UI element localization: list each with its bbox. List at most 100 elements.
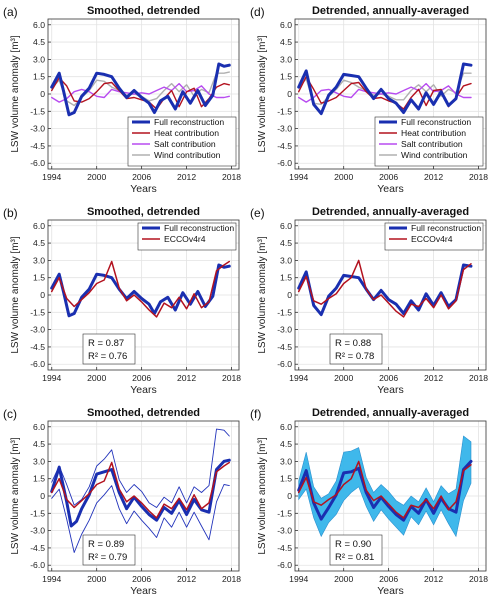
x-tick-label: 2012 [424,574,443,584]
panel-title: Smoothed, detrended [87,5,200,17]
y-tick-label: 4.5 [280,37,292,47]
y-tick-label: -1.5 [277,508,292,518]
panel-letter: (c) [3,407,17,421]
legend-label: ECCOv4r4 [164,234,206,244]
legend-label: Wind contribution [154,150,221,160]
y-tick-label: 0 [287,89,292,99]
x-tick-label: 1994 [289,574,308,584]
legend-label: Full reconstruction [411,223,481,233]
x-tick-label: 2006 [132,574,151,584]
panel-e: -6.0 -4.5 -3.0 -1.5 0 1.5 3.0 4.5 6.0 1994 2000 200… [250,206,488,396]
y-tick-label: 0 [287,491,292,501]
panel-letter: (f) [250,407,261,421]
y-tick-label: 3.0 [33,255,45,265]
x-tick-label: 2006 [132,373,151,383]
y-tick-label: 3.0 [33,54,45,64]
series-line-thin [51,428,230,508]
x-tick-label: 2006 [379,574,398,584]
y-tick-label: 6.0 [33,422,45,432]
y-tick-label: 6.0 [280,20,292,30]
y-tick-label: -1.5 [30,106,45,116]
panel-letter: (e) [250,206,265,220]
legend-label: Salt contribution [401,139,463,149]
x-axis-label: Years [130,384,156,396]
panel-b: -6.0 -4.5 -3.0 -1.5 0 1.5 3.0 4.5 6.0 1994 2000 200… [3,206,241,396]
y-tick-label: 3.0 [33,456,45,466]
series-line-ecco [50,461,231,519]
y-tick-label: 0 [40,290,45,300]
y-tick-label: 6.0 [280,221,292,231]
y-tick-label: 0 [287,290,292,300]
x-tick-label: 1994 [42,373,61,383]
x-tick-label: 1994 [289,373,308,383]
x-axis-label: Years [130,183,156,195]
series-line-full [297,459,473,522]
series-line-thin [51,484,230,553]
panel-f: -6.0 -4.5 -3.0 -1.5 0 1.5 3.0 4.5 6.0 1994 2000 200… [250,407,488,597]
y-tick-label: -3.0 [30,526,45,536]
y-tick-label: -3.0 [30,124,45,134]
correlation-r2: R² = 0.81 [335,552,374,563]
correlation-box: R = 0.90 R² = 0.81 [329,534,383,566]
y-tick-label: 4.5 [33,439,45,449]
y-tick-label: 4.5 [33,238,45,248]
y-tick-label: 1.5 [33,273,45,283]
series-line-heat [51,77,231,110]
y-tick-label: 6.0 [280,422,292,432]
panel-title: Detrended, annually-averaged [312,206,469,218]
panel-letter: (d) [250,5,265,19]
y-tick-label: -4.5 [277,141,292,151]
x-tick-label: 2012 [424,172,443,182]
x-tick-label: 1994 [42,574,61,584]
x-tick-label: 2012 [424,373,443,383]
y-tick-label: -6.0 [277,359,292,369]
y-tick-label: -6.0 [277,158,292,168]
x-tick-label: 2012 [177,373,196,383]
x-tick-label: 1994 [42,172,61,182]
y-tick-label: -4.5 [277,342,292,352]
y-tick-label: -4.5 [277,543,292,553]
y-tick-label: -4.5 [30,543,45,553]
legend-label: Heat contribution [154,128,219,138]
legend-label: Heat contribution [401,128,466,138]
y-tick-label: 4.5 [33,37,45,47]
series-line-full [50,62,231,117]
y-tick-label: -1.5 [277,307,292,317]
legend-label: Full reconstruction [401,117,471,127]
panel-d: -6.0 -4.5 -3.0 -1.5 0 1.5 3.0 4.5 6.0 1994 2000 200… [250,5,488,195]
panel-a: -6.0 -4.5 -3.0 -1.5 0 1.5 3.0 4.5 6.0 1994 2000 200… [3,5,241,195]
x-axis-label: Years [377,585,403,597]
panel-letter: (a) [3,5,18,19]
series-line-ecco [297,460,472,519]
legend-label: Wind contribution [401,150,468,160]
y-tick-label: 1.5 [33,72,45,82]
y-tick-label: 6.0 [33,221,45,231]
x-tick-label: 2018 [469,373,488,383]
x-tick-label: 2018 [469,172,488,182]
x-tick-label: 2000 [87,574,106,584]
y-tick-label: 0 [40,89,45,99]
y-tick-label: 1.5 [33,474,45,484]
correlation-r: R = 0.90 [335,539,371,550]
panel-c: -6.0 -4.5 -3.0 -1.5 0 1.5 3.0 4.5 6.0 1994 2000 200… [3,407,241,597]
x-tick-label: 2000 [87,172,106,182]
legend-label: Full reconstruction [164,223,234,233]
x-axis-label: Years [377,183,403,195]
y-tick-label: 4.5 [280,439,292,449]
y-tick-label: 0 [40,491,45,501]
x-axis-label: Years [130,585,156,597]
series-line-ecco [297,259,472,318]
y-tick-label: -1.5 [277,106,292,116]
x-tick-label: 2018 [469,574,488,584]
y-axis-label: LSW volume anomaly [m³] [257,437,268,554]
x-tick-label: 2018 [222,172,241,182]
uncertainty-band [298,435,472,538]
y-tick-label: -4.5 [30,141,45,151]
correlation-r: R = 0.87 [88,338,124,349]
stats-box [329,333,383,365]
y-axis-label: LSW volume anomaly [m³] [10,35,21,152]
